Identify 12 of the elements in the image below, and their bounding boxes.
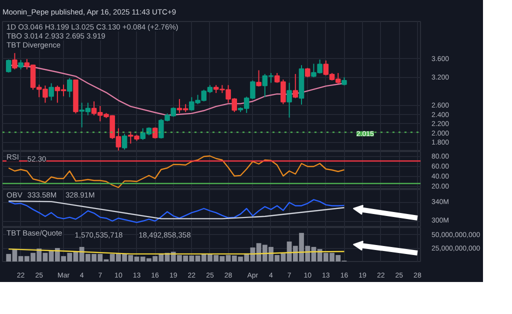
line-series — [8, 155, 345, 188]
line-series — [8, 200, 345, 220]
candlestick — [18, 60, 24, 70]
candlestick — [256, 70, 262, 87]
candlestick — [286, 82, 292, 118]
line-series — [8, 199, 345, 223]
candlestick — [48, 82, 54, 101]
candlestick — [6, 59, 12, 74]
candlestick — [66, 78, 72, 98]
candlestick — [12, 52, 18, 70]
candlestick — [122, 133, 128, 150]
candlestick — [292, 73, 298, 99]
